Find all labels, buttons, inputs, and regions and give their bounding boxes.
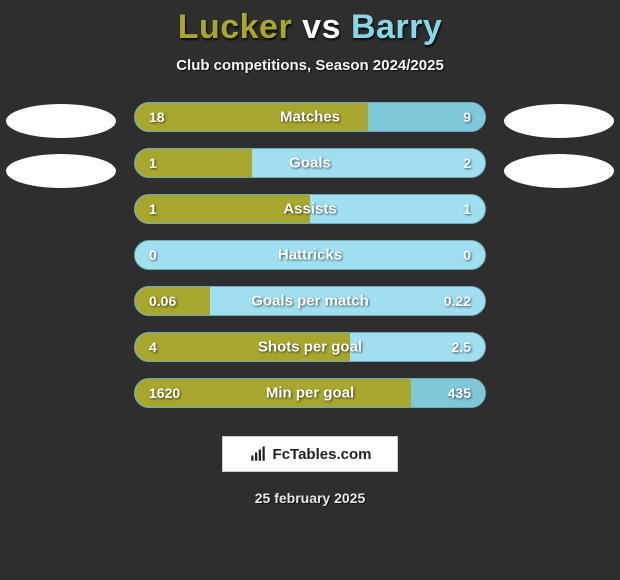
bar-right-value: 1: [463, 201, 471, 217]
page-title: Lucker vs Barry: [178, 8, 443, 47]
bar-right-value: 2: [463, 155, 471, 171]
bar-label: Shots per goal: [258, 339, 362, 356]
bar-left-value: 1: [149, 201, 157, 217]
footer-date: 25 february 2025: [255, 490, 366, 506]
right-avatar-placeholder-2: [504, 154, 614, 188]
left-avatar-col: [6, 102, 116, 188]
bar-right-value: 0: [463, 247, 471, 263]
bar-left-value: 0.06: [149, 293, 176, 309]
title-player2: Barry: [351, 8, 442, 46]
stats-area: 18 9 Matches 1 2 Goals 1 1 Assists 0 0 Hattricks 0.0…: [0, 102, 620, 408]
bar-label: Assists: [283, 201, 336, 218]
title-vs: vs: [302, 8, 341, 46]
left-avatar-placeholder-1: [6, 104, 116, 138]
title-player1: Lucker: [178, 8, 293, 46]
bar-label: Min per goal: [266, 385, 354, 402]
bar-left-value: 18: [149, 109, 165, 125]
bar-left-value: 4: [149, 339, 157, 355]
right-avatar-placeholder-1: [504, 104, 614, 138]
root: Lucker vs Barry Club competitions, Seaso…: [0, 0, 620, 580]
bars-column: 18 9 Matches 1 2 Goals 1 1 Assists 0 0 Hattricks 0.0…: [134, 102, 486, 408]
chart-icon: [249, 445, 267, 463]
right-avatar-col: [504, 102, 614, 188]
stat-bar: 1 1 Assists: [134, 194, 486, 224]
bar-left-value: 1620: [149, 385, 180, 401]
footer-logo-text: FcTables.com: [273, 446, 372, 463]
bar-left-value: 0: [149, 247, 157, 263]
left-avatar-placeholder-2: [6, 154, 116, 188]
bar-label: Goals per match: [251, 293, 369, 310]
bar-right-value: 2.5: [452, 339, 471, 355]
footer-logo[interactable]: FcTables.com: [222, 436, 398, 472]
stat-bar: 4 2.5 Shots per goal: [134, 332, 486, 362]
stat-bar: 18 9 Matches: [134, 102, 486, 132]
bar-label: Goals: [289, 155, 331, 172]
stat-bar: 1 2 Goals: [134, 148, 486, 178]
stat-bar: 0 0 Hattricks: [134, 240, 486, 270]
bar-label: Matches: [280, 109, 340, 126]
stat-bar: 1620 435 Min per goal: [134, 378, 486, 408]
bar-label: Hattricks: [278, 247, 342, 264]
bar-right-value: 435: [448, 385, 471, 401]
stat-bar: 0.06 0.22 Goals per match: [134, 286, 486, 316]
bar-left-value: 1: [149, 155, 157, 171]
bar-right-value: 9: [463, 109, 471, 125]
subtitle: Club competitions, Season 2024/2025: [176, 57, 444, 74]
bar-right-value: 0.22: [444, 293, 471, 309]
